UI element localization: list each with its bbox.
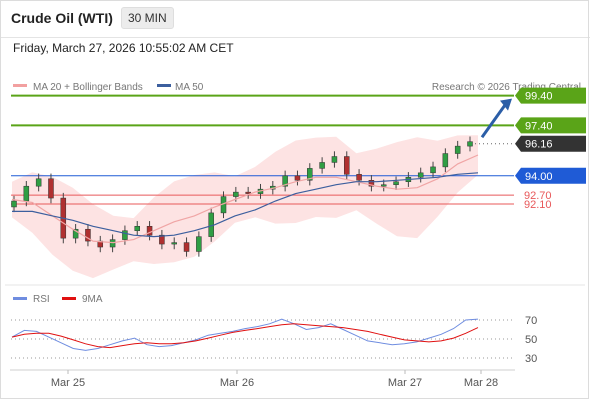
- pivot-tag-94.00: [515, 167, 586, 184]
- candle-up: [454, 145, 461, 154]
- moving-averages-layer: [11, 154, 479, 244]
- candle-up: [380, 184, 387, 187]
- target-tag-97.40: [515, 117, 586, 134]
- instrument-title: Crude Oil (WTI): [11, 10, 113, 26]
- candle-up: [467, 141, 473, 147]
- target-label-99.40: 99.40: [525, 91, 553, 103]
- rsi-legend-swatch: [13, 297, 27, 300]
- candle-down: [356, 174, 362, 181]
- candle-up: [23, 185, 30, 202]
- rsi-panel: 70 50 30: [11, 315, 537, 365]
- candle-up: [319, 162, 325, 169]
- candle-down: [245, 191, 251, 194]
- rsi-ma-line: [11, 323, 479, 349]
- candle-down: [159, 234, 165, 245]
- candle-up: [233, 191, 239, 197]
- target-tag-99.40: [515, 87, 586, 104]
- last-tag-96.16: [515, 135, 586, 152]
- candle-down: [146, 226, 153, 236]
- x-tick-label: Mar 26: [220, 377, 254, 389]
- ma50-legend-swatch: [157, 84, 171, 87]
- timestamp: Friday, March 27, 2026 10:55:02 AM CET: [13, 41, 234, 55]
- rsi-ma-legend-label: 9MA: [82, 294, 103, 305]
- candle-up: [442, 153, 449, 168]
- candle-up: [196, 236, 202, 252]
- rsi-tick-70: 70: [525, 315, 537, 327]
- candle-up: [331, 156, 338, 163]
- candle-up: [430, 166, 436, 174]
- ma20-legend-label: MA 20 + Bollinger Bands: [33, 82, 143, 93]
- chart-header: Crude Oil (WTI) 30 MIN: [0, 0, 590, 38]
- ma50-legend-label: MA 50: [175, 82, 204, 93]
- credit-text: Research © 2026 Trading Central: [432, 82, 581, 93]
- pivot-label-94.00: 94.00: [525, 171, 553, 183]
- levels-layer: [11, 94, 514, 205]
- support-label-92.70: 92.70: [524, 190, 552, 202]
- timeframe-button[interactable]: 30 MIN: [121, 7, 174, 29]
- target-label-97.40: 97.40: [525, 120, 553, 132]
- candle-down: [344, 156, 350, 175]
- x-tick-label: Mar 25: [51, 377, 85, 389]
- candle-up: [72, 228, 79, 239]
- candle-up: [122, 230, 128, 240]
- x-tick-label: Mar 28: [464, 377, 498, 389]
- arrow-shaft: [480, 102, 508, 139]
- ma50-line: [12, 172, 479, 238]
- rsi-line: [11, 318, 479, 351]
- bollinger-band-fill: [12, 135, 478, 279]
- ma20-legend-swatch: [13, 84, 27, 87]
- rsi-legend-label: RSI: [33, 294, 50, 305]
- candle-up: [417, 172, 424, 178]
- candle-up: [134, 226, 140, 231]
- candle-down: [368, 180, 375, 187]
- candle-down: [183, 242, 190, 252]
- candle-down: [294, 175, 301, 181]
- target-arrow: [480, 98, 512, 139]
- rsi-tick-30: 30: [525, 353, 537, 365]
- candle-up: [307, 168, 313, 181]
- rsi-tick-50: 50: [525, 334, 537, 346]
- last-label-96.16: 96.16: [525, 139, 553, 151]
- x-axis: Mar 25 Mar 26 Mar 27 Mar 28: [51, 370, 498, 389]
- bollinger-band: [12, 135, 478, 279]
- arrow-head: [500, 98, 512, 111]
- candle-down: [48, 178, 54, 199]
- ma20-line: [11, 154, 479, 244]
- candle-up: [109, 239, 116, 248]
- candle-up: [35, 178, 42, 187]
- candle-up: [282, 175, 288, 187]
- candle-down: [85, 228, 91, 242]
- candle-up: [11, 200, 17, 208]
- candle-up: [393, 181, 399, 185]
- x-tick-label: Mar 27: [388, 377, 422, 389]
- support-label-92.10: 92.10: [524, 199, 552, 211]
- rsi-ma-legend-swatch: [62, 297, 76, 300]
- candle-up: [171, 242, 177, 245]
